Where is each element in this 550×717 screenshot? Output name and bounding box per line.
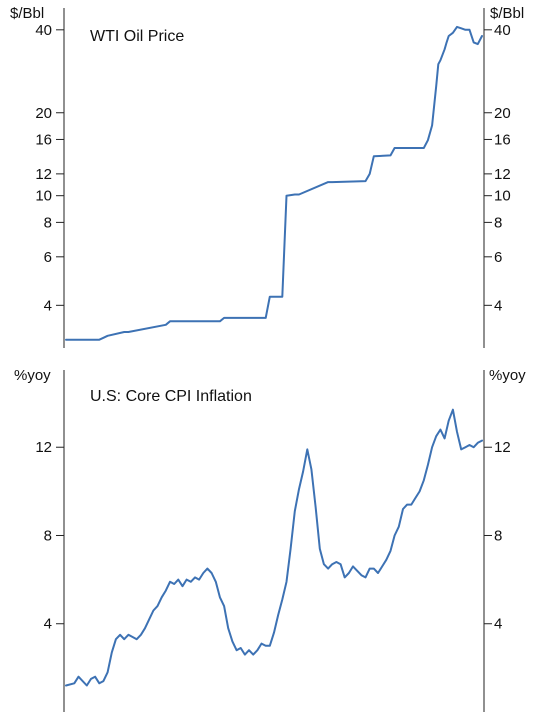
left-tick-label: 6	[44, 249, 52, 266]
right-tick-label: 12	[494, 439, 511, 456]
right-tick-label: 8	[494, 527, 502, 544]
oil-price-series-line	[65, 25, 483, 341]
right-tick-label: 10	[494, 188, 511, 205]
right-tick-label: 8	[494, 214, 502, 231]
right-tick-label: 20	[494, 105, 511, 122]
left-tick-label: 20	[35, 105, 52, 122]
left-tick-label: 4	[44, 616, 52, 633]
right-tick-label: 4	[494, 616, 502, 633]
cpi-chart-title: U.S: Core CPI Inflation	[90, 388, 252, 405]
left-tick-label: 4	[44, 297, 52, 314]
left-tick-label: 10	[35, 188, 52, 205]
cpi-ticks: 4 4 8 8 12 12	[35, 439, 510, 633]
left-tick-label: 8	[44, 214, 52, 231]
oil-right-unit-label: $/Bbl	[490, 5, 524, 22]
oil-left-unit-label: $/Bbl	[10, 5, 44, 22]
right-tick-label: 40	[494, 22, 511, 39]
oil-price-panel: $/Bbl $/Bbl WTI Oil Price 4 4 6 6 8 8 10 10 12 12…	[10, 5, 524, 348]
left-tick-label: 8	[44, 527, 52, 544]
left-tick-label: 12	[35, 166, 52, 183]
cpi-series-line	[65, 408, 483, 687]
left-tick-label: 16	[35, 131, 52, 148]
right-tick-label: 4	[494, 297, 502, 314]
cpi-panel: %yoy %yoy U.S: Core CPI Inflation 4 4 8 8 12…	[14, 367, 526, 712]
right-tick-label: 12	[494, 166, 511, 183]
right-tick-label: 16	[494, 131, 511, 148]
cpi-left-unit-label: %yoy	[14, 367, 51, 384]
oil-ticks: 4 4 6 6 8 8 10 10 12 12 16 16 20 20 40 40	[35, 22, 510, 315]
oil-chart-title: WTI Oil Price	[90, 28, 184, 45]
left-tick-label: 40	[35, 22, 52, 39]
cpi-right-unit-label: %yoy	[489, 367, 526, 384]
right-tick-label: 6	[494, 249, 502, 266]
left-tick-label: 12	[35, 439, 52, 456]
